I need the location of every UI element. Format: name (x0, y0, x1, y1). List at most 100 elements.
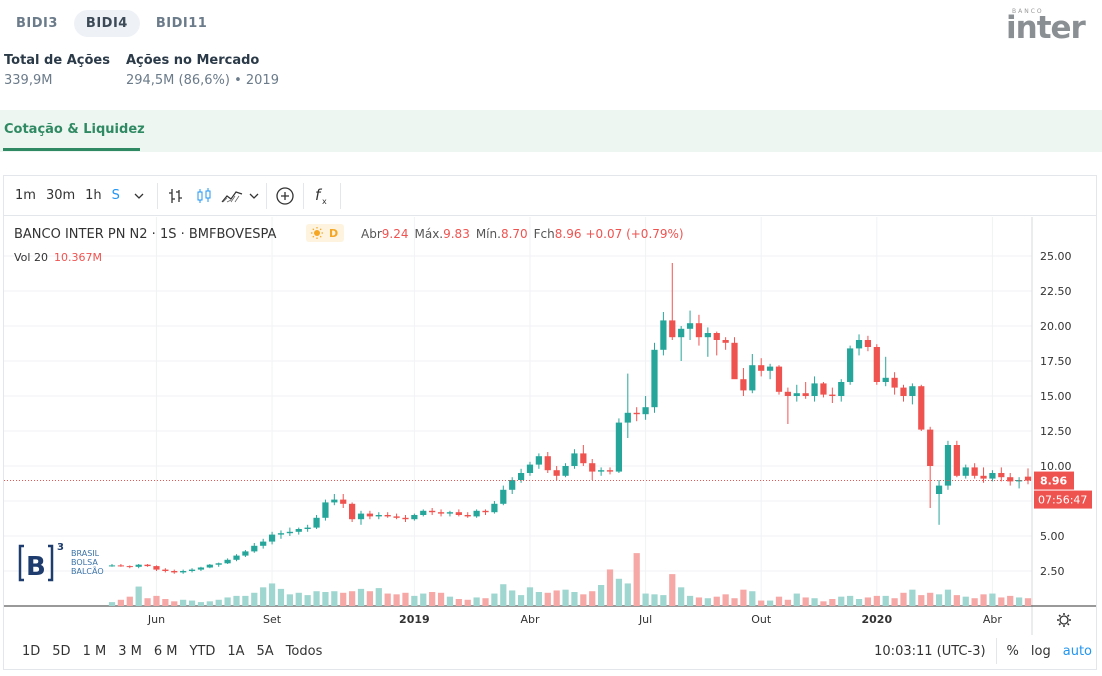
chart-bottom-bar: 1D 5D 1 M 3 M 6 M YTD 1A 5A Todos 10:03:11 (UTC-… (4, 633, 1096, 669)
y-tick-label: 15.00 (1040, 390, 1072, 403)
candle (918, 386, 925, 430)
b3-mark: B (26, 552, 46, 582)
volume-bar (989, 593, 996, 606)
range-button[interactable]: 3 M (118, 643, 142, 659)
b3-superscript: 3 (57, 542, 64, 553)
price-chart[interactable]: 25.0022.5020.0017.5015.0012.5010.007.505… (4, 217, 1096, 635)
range-button[interactable]: 1A (227, 643, 245, 659)
area-style-icon[interactable] (218, 182, 246, 210)
candle (491, 503, 498, 513)
ticker-tab-bidi4[interactable]: BIDI4 (73, 9, 140, 37)
volume-bar (171, 601, 178, 606)
volume-bar (295, 592, 302, 606)
b3-text-line: BALCÃO (71, 566, 104, 576)
volume-bar (740, 589, 747, 606)
interval-1h-button[interactable]: 1h (85, 188, 102, 203)
volume-bar (482, 598, 489, 606)
volume-bar (349, 591, 356, 606)
volume-bar (464, 599, 471, 606)
volume-bar (686, 595, 694, 606)
volume-bar (944, 589, 952, 606)
volume-bar (260, 587, 267, 606)
candle (215, 563, 222, 565)
volume-bar (642, 593, 649, 606)
y-tick-label: 10.00 (1040, 460, 1072, 473)
candle (589, 463, 596, 472)
candle (366, 513, 374, 517)
candle (242, 551, 249, 556)
ticker-tab-bidi3[interactable]: BIDI3 (16, 15, 58, 31)
interval-week-button[interactable]: S (111, 188, 120, 203)
range-button[interactable]: 1D (22, 643, 41, 659)
candle (286, 531, 293, 534)
volume-bar (606, 569, 614, 606)
range-button[interactable]: 6 M (153, 643, 178, 659)
volume-bar (455, 599, 462, 606)
volume-bar (411, 595, 418, 606)
candle (108, 565, 116, 567)
volume-bar (375, 588, 382, 606)
range-button[interactable]: YTD (189, 643, 216, 659)
candle (162, 569, 169, 571)
gear-icon[interactable] (1057, 613, 1071, 627)
range-button[interactable]: Todos (285, 643, 323, 659)
volume-bar (180, 599, 187, 606)
candle (153, 566, 160, 570)
volume-value: 10.367M (54, 251, 102, 264)
volume-bar (775, 596, 783, 606)
candle (562, 466, 569, 476)
percent-scale-button[interactable]: % (1006, 643, 1019, 659)
volume-bar (117, 599, 125, 606)
volume-bar (766, 600, 774, 606)
candle (847, 348, 854, 382)
candle (598, 470, 605, 472)
b3-text-line: BOLSA (71, 558, 98, 567)
candle (117, 565, 125, 567)
candle (811, 383, 818, 396)
candle (891, 377, 898, 388)
volume-bar (758, 600, 765, 606)
candle (909, 386, 916, 396)
candle (740, 379, 747, 391)
stat-value: 294,5M (86,6%) • 2019 (125, 73, 279, 88)
candle (998, 473, 1005, 478)
candles-style-icon[interactable] (190, 182, 218, 210)
auto-scale-button[interactable]: auto (1062, 643, 1092, 659)
candle (260, 541, 267, 546)
bars-style-icon[interactable] (162, 182, 190, 210)
volume-bar (811, 598, 818, 606)
compare-plus-icon[interactable] (271, 182, 299, 210)
ohlc-open: 9.24 (382, 227, 409, 241)
chevron-down-icon[interactable] (246, 182, 262, 210)
range-button[interactable]: 5D (52, 643, 71, 659)
volume-bar (562, 589, 569, 606)
volume-bar (473, 597, 480, 606)
interval-30m-button[interactable]: 30m (45, 188, 76, 203)
range-button[interactable]: 5A (256, 643, 274, 659)
toolbar-divider (995, 638, 997, 664)
volume-bar (935, 594, 943, 606)
candle (357, 513, 365, 520)
stat-label: Total de Ações (4, 53, 110, 68)
candle (838, 382, 845, 396)
volume-bar (313, 591, 320, 606)
volume-bar (126, 596, 133, 606)
volume-bar (429, 592, 436, 606)
stat-value: 339,9M (4, 73, 53, 88)
log-scale-button[interactable]: log (1030, 643, 1051, 659)
candle (224, 559, 231, 564)
candle (749, 365, 756, 391)
chevron-down-icon[interactable] (125, 182, 153, 210)
interval-1m-button[interactable]: 1m (15, 188, 36, 203)
range-button[interactable]: 1 M (82, 643, 107, 659)
volume-bar (526, 587, 534, 606)
ticker-tab-bidi11[interactable]: BIDI11 (155, 15, 208, 31)
candle (482, 510, 489, 513)
volume-bar (713, 596, 720, 606)
volume-bar (891, 598, 898, 606)
tab-quotes-liquidity[interactable]: Cotação & Liquidez (4, 122, 145, 137)
volume-bar (491, 593, 498, 606)
candle (1024, 476, 1032, 481)
volume-bar (144, 598, 151, 606)
